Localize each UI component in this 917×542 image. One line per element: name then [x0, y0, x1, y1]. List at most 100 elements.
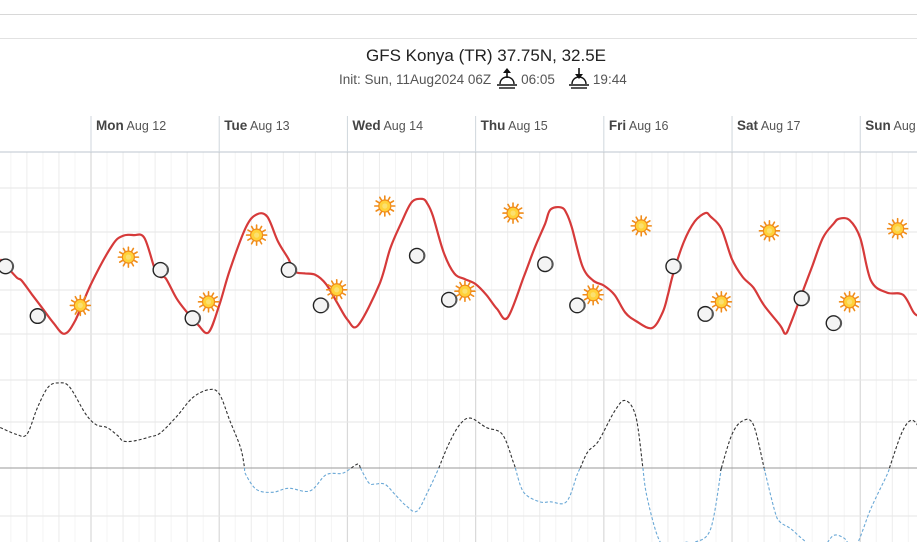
sun-icon-ray	[643, 230, 648, 236]
sun-icon-ray	[711, 296, 717, 300]
sun-icon-ray	[759, 225, 766, 229]
sun-icon-ray	[212, 304, 218, 308]
sun-icon-ray	[375, 200, 381, 204]
toolbar-divider	[0, 38, 917, 39]
sun-icon-ray	[199, 296, 205, 300]
sun-icon-ray	[338, 280, 343, 286]
sun-icon-ray	[723, 306, 728, 312]
sun-icon-ray	[723, 292, 728, 298]
sun-icon-ray	[327, 291, 333, 296]
sun-icon-ray	[843, 306, 848, 312]
dewpoint-line	[720, 418, 766, 472]
sun-icon-ray	[389, 200, 395, 204]
moon-shade	[578, 298, 586, 313]
sun-icon-ray	[70, 307, 76, 312]
sun-icon-ray	[260, 229, 267, 233]
sun-icon-ray	[84, 299, 90, 304]
sun-icon-core	[638, 223, 644, 229]
day-label: Sat Aug 17	[737, 118, 800, 133]
sun-icon-ray	[130, 247, 135, 253]
moon-shade	[290, 262, 298, 277]
sun-icon-ray	[455, 293, 461, 298]
moon-shade	[674, 259, 682, 274]
sun-icon-ray	[899, 219, 904, 225]
sun-icon-ray	[330, 280, 335, 286]
moon-shade	[7, 259, 15, 274]
chart-title: GFS Konya (TR) 37.75N, 32.5E	[366, 46, 606, 65]
sun-icon-ray	[202, 306, 207, 312]
sun-icon-ray	[643, 216, 648, 222]
sun-icon-ray	[459, 281, 463, 287]
sun-icon-ray	[631, 228, 637, 232]
day-label: Thu Aug 15	[481, 118, 548, 133]
sun-icon-ray	[773, 233, 779, 237]
sun-icon-ray	[387, 210, 391, 216]
sun-icon-ray	[583, 288, 589, 293]
moon-shade	[161, 262, 170, 277]
sun-icon-ray	[338, 294, 343, 300]
sun-icon-ray	[517, 215, 523, 219]
day-label: Tue Aug 13	[224, 118, 289, 133]
sun-icon-ray	[70, 299, 76, 304]
sun-icon-ray	[74, 309, 79, 315]
sun-icon-ray	[459, 295, 463, 301]
day-label: Wed Aug 14	[352, 118, 423, 133]
sun-icon-ray	[517, 207, 523, 211]
sun-icon-ray	[631, 220, 637, 224]
moon-shade	[39, 308, 47, 324]
sunrise-icon	[497, 68, 518, 89]
sun-icon-ray	[330, 294, 335, 300]
day-label: Sun Aug 18	[865, 118, 917, 133]
sun-icon-ray	[202, 292, 207, 298]
init-time: Init: Sun, 11Aug2024 06Z	[339, 71, 492, 87]
dewpoint-line	[350, 463, 361, 469]
dewpoint-line	[579, 399, 644, 469]
sun-icon-ray	[899, 233, 904, 239]
sun-icon-ray	[503, 215, 509, 219]
sun-icon-ray	[597, 288, 603, 293]
sun-icon-ray	[507, 217, 511, 223]
sun-icon-ray	[763, 235, 768, 241]
sun-icon-ray	[455, 285, 461, 290]
sun-icon-ray	[725, 304, 731, 308]
init-info: Init: Sun, 11Aug2024 06Z 06:05 19:44	[339, 68, 627, 90]
sun-icon-ray	[247, 237, 253, 241]
sun-icon-ray	[515, 203, 519, 209]
dewpoint-line	[438, 417, 516, 469]
sun-icon-ray	[389, 208, 395, 212]
sun-icon-ray	[715, 306, 720, 312]
sun-icon-ray	[507, 203, 511, 209]
sun-icon-ray	[843, 292, 848, 298]
sun-icon-ray	[250, 225, 255, 231]
sun-icon-ray	[467, 281, 471, 287]
dewpoint-line	[244, 467, 352, 493]
moon-shade	[546, 257, 554, 272]
sun-icon-ray	[258, 239, 263, 245]
sun-icon-ray	[503, 207, 509, 211]
sun-icon-ray	[375, 208, 381, 212]
moon-shade	[450, 292, 458, 307]
sun-icon-core	[125, 254, 131, 260]
sun-icon-core	[590, 292, 596, 298]
sun-icon-core	[77, 302, 83, 308]
sun-icon-ray	[891, 233, 896, 239]
sun-icon-ray	[515, 217, 519, 223]
sun-icon-ray	[763, 221, 768, 227]
sun-icon-ray	[902, 230, 908, 235]
sun-icon-core	[895, 226, 901, 232]
dewpoint-line	[0, 382, 246, 469]
sun-icon-ray	[853, 304, 860, 308]
sunset-icon	[568, 68, 589, 89]
sun-icon-core	[766, 228, 773, 234]
sun-icon-core	[254, 232, 260, 238]
sun-icon-ray	[711, 304, 717, 308]
sun-icon-ray	[260, 237, 267, 241]
sun-icon-ray	[851, 306, 856, 312]
sun-icon-ray	[771, 235, 776, 241]
sun-icon-ray	[82, 309, 87, 315]
sun-icon-ray	[469, 293, 475, 298]
sun-icon-core	[205, 299, 212, 305]
sun-icon-ray	[725, 296, 731, 300]
top-bar	[0, 0, 917, 15]
